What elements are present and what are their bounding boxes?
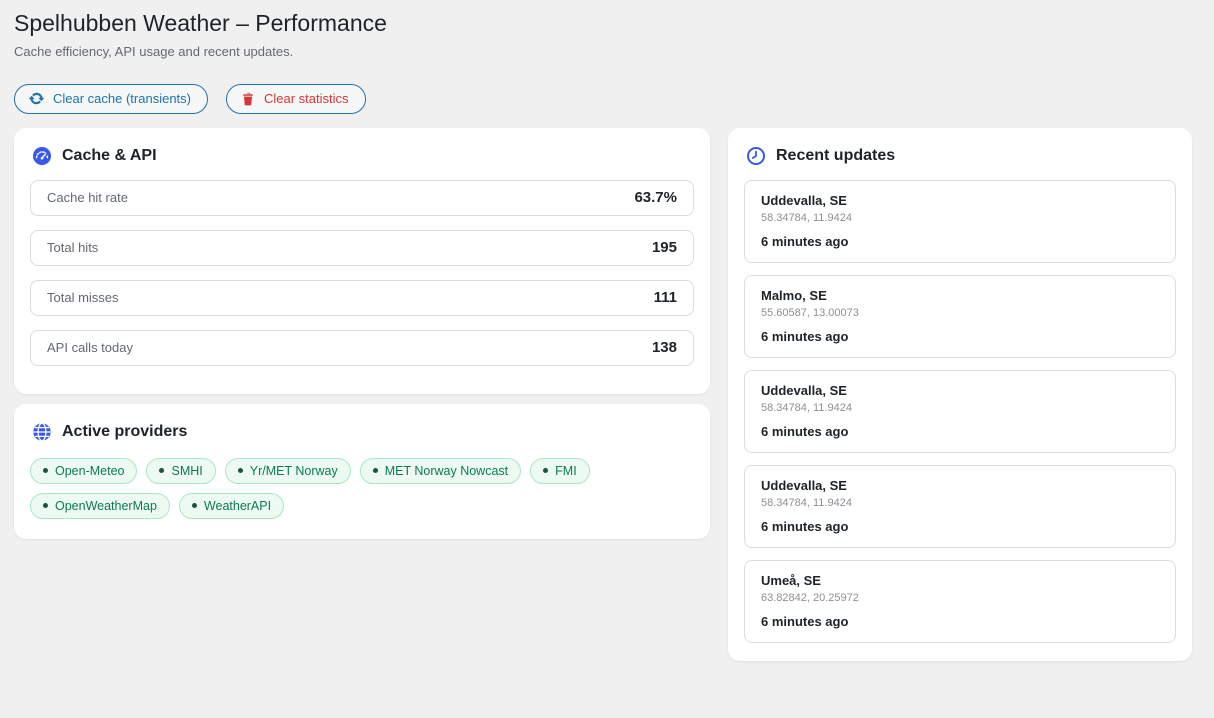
- update-coordinates: 63.82842, 20.25972: [761, 591, 859, 604]
- active-providers-header: Active providers: [32, 422, 694, 442]
- update-timestamp: 6 minutes ago: [761, 613, 849, 629]
- stat-label: Total misses: [47, 290, 119, 306]
- cache-api-header: Cache & API: [32, 146, 694, 166]
- trash-icon: [240, 91, 256, 107]
- provider-pill: MET Norway Nowcast: [359, 457, 522, 484]
- provider-name: WeatherAPI: [203, 498, 272, 513]
- stat-row: Total misses 111: [30, 279, 694, 316]
- provider-status-dot-icon: [43, 468, 48, 474]
- clear-cache-label: Clear cache (transients): [53, 91, 191, 107]
- update-coordinates: 58.34784, 11.9424: [761, 401, 852, 414]
- globe-icon: [32, 422, 52, 442]
- provider-status-dot-icon: [372, 468, 378, 474]
- cache-api-card: Cache & API Cache hit rate 63.7% Total h…: [14, 127, 710, 394]
- recent-updates-title: Recent updates: [776, 146, 896, 164]
- recent-updates-list: Uddevalla, SE 58.34784, 11.9424 6 minute…: [744, 179, 1176, 643]
- update-timestamp: 6 minutes ago: [761, 423, 849, 439]
- update-location: Malmo, SE: [761, 287, 827, 303]
- provider-pill: SMHI: [146, 457, 216, 484]
- update-timestamp: 6 minutes ago: [761, 233, 849, 249]
- update-coordinates: 55.60587, 13.00073: [761, 306, 859, 319]
- provider-pill: WeatherAPI: [178, 492, 285, 519]
- provider-name: Yr/MET Norway: [249, 463, 338, 478]
- cache-api-stats: Cache hit rate 63.7% Total hits 195 Tota…: [30, 179, 694, 378]
- active-providers-title: Active providers: [62, 422, 188, 440]
- stat-label: Cache hit rate: [47, 190, 128, 206]
- stat-value: 138: [651, 339, 677, 357]
- update-card: Uddevalla, SE 58.34784, 11.9424 6 minute…: [744, 464, 1176, 548]
- provider-pill: Open-Meteo: [30, 457, 138, 484]
- provider-pill: OpenWeatherMap: [30, 492, 170, 519]
- recent-updates-header: Recent updates: [746, 146, 1176, 166]
- update-location: Uddevalla, SE: [761, 382, 847, 398]
- gauge-icon: [32, 146, 52, 166]
- toolbar: Clear cache (transients) Clear statistic…: [14, 83, 1192, 114]
- update-location: Uddevalla, SE: [761, 192, 847, 208]
- page-title: Spelhubben Weather – Performance: [14, 10, 387, 36]
- provider-pill: Yr/MET Norway: [224, 457, 351, 484]
- update-timestamp: 6 minutes ago: [761, 328, 849, 344]
- update-location: Uddevalla, SE: [761, 477, 847, 493]
- update-coordinates: 58.34784, 11.9424: [761, 496, 852, 509]
- update-coordinates: 58.34784, 11.9424: [761, 211, 852, 224]
- provider-name: MET Norway Nowcast: [384, 463, 509, 478]
- left-column: Cache & API Cache hit rate 63.7% Total h…: [14, 127, 710, 539]
- stat-value: 111: [653, 289, 677, 307]
- refresh-icon: [28, 90, 45, 107]
- clear-statistics-button[interactable]: Clear statistics: [226, 83, 366, 114]
- provider-pill-list: Open-Meteo SMHI Yr/MET Norway: [30, 456, 694, 523]
- provider-status-dot-icon: [543, 468, 549, 474]
- stat-value: 195: [651, 239, 677, 257]
- provider-pill: FMI: [530, 457, 590, 484]
- provider-status-dot-icon: [191, 503, 197, 509]
- provider-name: FMI: [555, 463, 577, 478]
- recent-updates-panel: Recent updates Uddevalla, SE 58.34784, 1…: [728, 127, 1192, 661]
- active-providers-card: Active providers Open-Meteo SMHI: [14, 403, 710, 539]
- cache-api-title: Cache & API: [62, 146, 157, 164]
- clock-icon: [746, 146, 766, 166]
- clear-statistics-label: Clear statistics: [264, 91, 349, 107]
- page-subtitle: Cache efficiency, API usage and recent u…: [14, 43, 294, 59]
- content-columns: Cache & API Cache hit rate 63.7% Total h…: [14, 127, 1192, 661]
- stat-row: API calls today 138: [30, 329, 694, 366]
- update-card: Uddevalla, SE 58.34784, 11.9424 6 minute…: [744, 179, 1176, 263]
- provider-status-dot-icon: [159, 468, 165, 474]
- update-card: Malmo, SE 55.60587, 13.00073 6 minutes a…: [744, 274, 1176, 358]
- stat-value: 63.7%: [634, 189, 677, 207]
- stat-label: API calls today: [47, 340, 133, 356]
- stat-label: Total hits: [47, 240, 99, 256]
- provider-name: Open-Meteo: [55, 463, 125, 478]
- provider-name: OpenWeatherMap: [55, 498, 157, 513]
- provider-status-dot-icon: [43, 503, 48, 509]
- performance-page: Spelhubben Weather – Performance Cache e…: [14, 10, 1192, 661]
- stat-row: Total hits 195: [30, 229, 694, 266]
- clear-cache-button[interactable]: Clear cache (transients): [14, 83, 208, 114]
- provider-name: SMHI: [171, 463, 203, 478]
- update-timestamp: 6 minutes ago: [761, 518, 849, 534]
- update-card: Umeå, SE 63.82842, 20.25972 6 minutes ag…: [744, 559, 1176, 643]
- provider-status-dot-icon: [237, 468, 243, 474]
- stat-row: Cache hit rate 63.7%: [30, 179, 694, 216]
- update-card: Uddevalla, SE 58.34784, 11.9424 6 minute…: [744, 369, 1176, 453]
- update-location: Umeå, SE: [761, 572, 821, 588]
